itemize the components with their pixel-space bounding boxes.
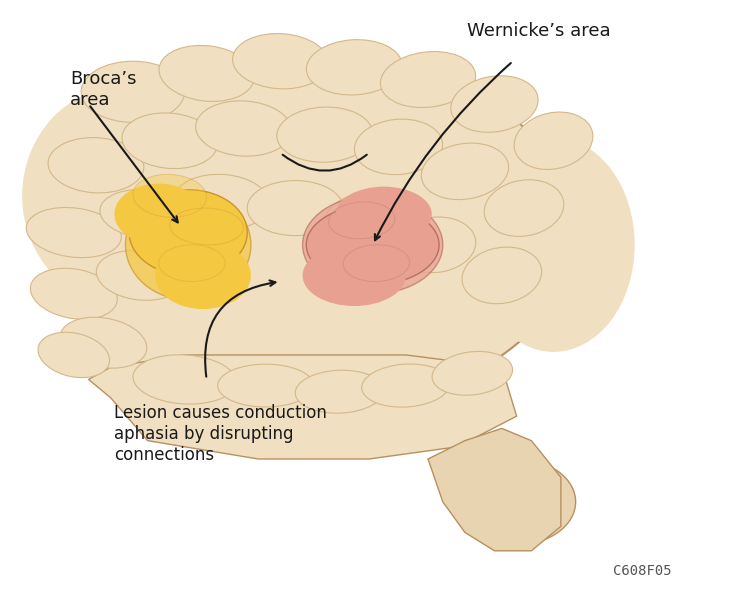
Ellipse shape — [44, 55, 576, 410]
Ellipse shape — [277, 107, 373, 162]
Ellipse shape — [133, 174, 207, 217]
Ellipse shape — [122, 113, 218, 168]
Ellipse shape — [462, 247, 542, 304]
Ellipse shape — [362, 364, 450, 407]
Ellipse shape — [303, 245, 406, 306]
Ellipse shape — [159, 45, 254, 102]
Text: Wernicke’s area: Wernicke’s area — [467, 22, 610, 40]
Ellipse shape — [22, 86, 229, 306]
Ellipse shape — [432, 351, 513, 395]
Ellipse shape — [295, 370, 384, 413]
Ellipse shape — [100, 189, 196, 239]
Text: Lesion causes conduction
aphasia by disrupting
connections: Lesion causes conduction aphasia by disr… — [114, 404, 327, 463]
Ellipse shape — [514, 112, 593, 170]
Ellipse shape — [484, 180, 564, 236]
Ellipse shape — [173, 174, 269, 230]
Ellipse shape — [247, 181, 343, 236]
Ellipse shape — [472, 138, 635, 352]
Ellipse shape — [114, 184, 203, 245]
Ellipse shape — [336, 187, 432, 242]
Ellipse shape — [306, 205, 439, 285]
Ellipse shape — [343, 245, 410, 282]
Ellipse shape — [196, 101, 292, 156]
Ellipse shape — [306, 40, 402, 95]
Ellipse shape — [155, 242, 251, 309]
Ellipse shape — [60, 317, 147, 368]
Ellipse shape — [125, 190, 251, 300]
Ellipse shape — [325, 193, 413, 248]
Polygon shape — [89, 355, 517, 459]
Text: C608F05: C608F05 — [613, 564, 671, 578]
Ellipse shape — [328, 202, 395, 239]
Ellipse shape — [232, 34, 328, 89]
Ellipse shape — [421, 143, 508, 200]
Ellipse shape — [48, 138, 144, 193]
Ellipse shape — [159, 245, 225, 282]
Ellipse shape — [458, 459, 576, 545]
Ellipse shape — [81, 61, 184, 122]
Ellipse shape — [97, 250, 184, 300]
Ellipse shape — [381, 51, 475, 108]
Ellipse shape — [129, 190, 247, 275]
Ellipse shape — [303, 196, 443, 294]
Ellipse shape — [133, 355, 236, 404]
Ellipse shape — [27, 207, 121, 258]
Ellipse shape — [354, 119, 443, 174]
Polygon shape — [428, 428, 561, 551]
Ellipse shape — [38, 332, 109, 378]
Ellipse shape — [395, 217, 476, 272]
Ellipse shape — [451, 76, 538, 132]
Ellipse shape — [218, 364, 314, 407]
Ellipse shape — [170, 208, 244, 245]
Text: Broca’s
area: Broca’s area — [70, 70, 137, 109]
Ellipse shape — [30, 268, 117, 319]
